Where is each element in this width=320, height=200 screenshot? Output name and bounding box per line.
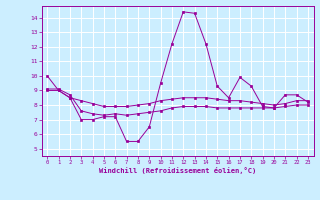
X-axis label: Windchill (Refroidissement éolien,°C): Windchill (Refroidissement éolien,°C) xyxy=(99,167,256,174)
